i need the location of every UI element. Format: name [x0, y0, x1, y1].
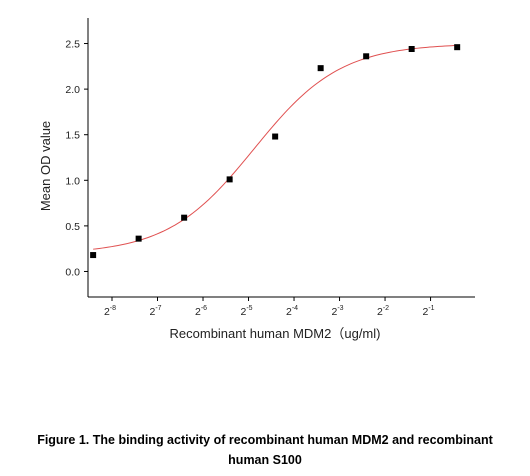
y-axis-label: Mean OD value	[38, 121, 53, 211]
x-tick-label: 2-8	[104, 305, 116, 318]
x-tick-label: 2-2	[377, 305, 389, 318]
data-points	[90, 44, 461, 259]
data-point	[317, 65, 324, 72]
x-tick-label: 2-1	[423, 305, 435, 318]
x-tick-label: 2-7	[149, 305, 161, 318]
figure-caption: Figure 1. The binding activity of recomb…	[0, 430, 530, 470]
x-axis-label: Recombinant human MDM2（ug/ml)	[170, 326, 381, 341]
y-tick-label: 2.0	[65, 84, 80, 96]
y-axis-ticks: 0.0 0.5 1.0 1.5 2.0 2.5	[65, 39, 88, 278]
caption-line-2: human S100	[228, 453, 302, 467]
x-axis-ticks: 2-8 2-7 2-6 2-5 2-4 2-3 2-2 2-1	[104, 297, 435, 318]
chart: 0.0 0.5 1.0 1.5 2.0 2.5 2-8 2-7 2-6 2-5 2-4 2-3 2-2…	[38, 18, 475, 341]
x-tick-label: 2-6	[195, 305, 207, 318]
y-tick-label: 1.0	[65, 175, 80, 187]
data-point	[90, 252, 97, 259]
x-tick-label: 2-4	[286, 305, 298, 318]
data-point	[454, 44, 461, 51]
data-point	[363, 53, 370, 60]
plot-area: 0.0 0.5 1.0 1.5 2.0 2.5 2-8 2-7 2-6 2-5 2-4 2-3 2-2…	[65, 18, 475, 318]
caption-line-1: Figure 1. The binding activity of recomb…	[37, 433, 493, 447]
x-tick-label: 2-5	[240, 305, 252, 318]
data-point	[135, 235, 142, 242]
data-point	[226, 176, 233, 183]
x-tick-label: 2-3	[331, 305, 343, 318]
y-tick-label: 1.5	[65, 130, 80, 142]
fit-curve	[93, 44, 458, 250]
data-point	[272, 133, 279, 140]
y-tick-label: 0.5	[65, 221, 80, 233]
data-point	[181, 214, 188, 221]
y-tick-label: 0.0	[65, 266, 80, 278]
data-point	[408, 46, 415, 52]
y-tick-label: 2.5	[65, 39, 80, 51]
